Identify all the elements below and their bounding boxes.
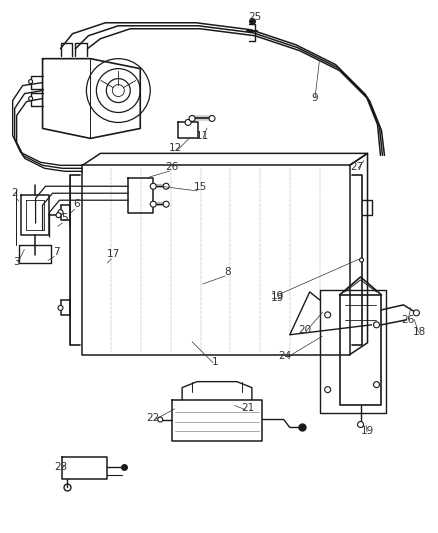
Text: 19: 19: [271, 291, 284, 301]
Text: 12: 12: [169, 143, 182, 154]
Text: 8: 8: [225, 267, 231, 277]
Text: 5: 5: [61, 213, 68, 223]
Text: 17: 17: [107, 249, 120, 259]
Text: 18: 18: [413, 327, 426, 337]
Text: 26: 26: [401, 315, 414, 325]
Text: 2: 2: [11, 188, 18, 198]
Text: 15: 15: [194, 182, 207, 192]
Text: 21: 21: [241, 402, 254, 413]
Circle shape: [185, 119, 191, 125]
Circle shape: [150, 201, 156, 207]
Circle shape: [150, 183, 156, 189]
Text: 1: 1: [212, 357, 218, 367]
Circle shape: [374, 322, 379, 328]
Text: 19: 19: [361, 426, 374, 437]
Circle shape: [163, 183, 169, 189]
Text: 24: 24: [278, 351, 291, 361]
Circle shape: [360, 258, 364, 262]
Text: 27: 27: [350, 163, 363, 172]
Circle shape: [158, 417, 162, 422]
Text: 6: 6: [73, 199, 80, 209]
Circle shape: [374, 382, 379, 387]
Text: 3: 3: [13, 257, 20, 267]
Text: 7: 7: [53, 247, 60, 257]
Circle shape: [189, 116, 195, 122]
Text: 23: 23: [54, 462, 67, 472]
Text: 9: 9: [311, 93, 318, 102]
Circle shape: [28, 79, 32, 84]
Circle shape: [357, 422, 364, 427]
Circle shape: [163, 201, 169, 207]
Circle shape: [58, 209, 63, 215]
Circle shape: [413, 310, 419, 316]
Circle shape: [209, 116, 215, 122]
Text: 19: 19: [271, 293, 284, 303]
Text: 11: 11: [195, 132, 208, 141]
Circle shape: [325, 386, 331, 393]
Text: 22: 22: [147, 413, 160, 423]
Circle shape: [325, 312, 331, 318]
Circle shape: [58, 305, 63, 310]
Circle shape: [28, 96, 32, 101]
Text: 26: 26: [166, 163, 179, 172]
Text: 20: 20: [298, 325, 311, 335]
Text: 25: 25: [248, 12, 261, 22]
Circle shape: [56, 213, 61, 217]
